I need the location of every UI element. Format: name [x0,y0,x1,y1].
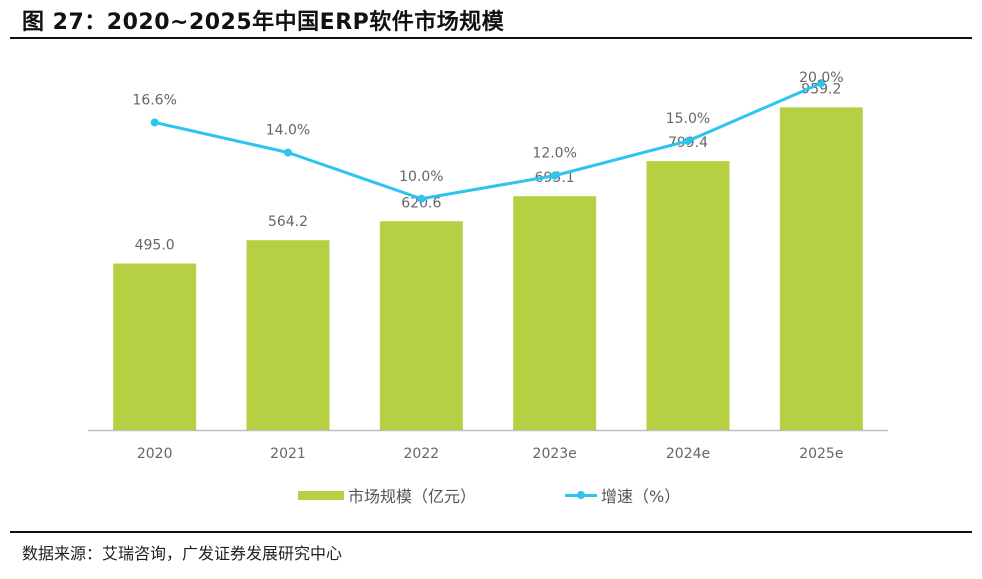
growth-point-2024e [684,136,692,145]
bar-series [113,107,863,431]
growth-value-label: 14.0% [266,123,310,139]
growth-line [154,81,822,201]
growth-value-label: 10.0% [399,169,443,185]
x-tick-label: 2024e [666,446,710,462]
source-note: 数据来源：艾瑞咨询，广发证券发展研究中心 [22,544,343,563]
bar-value-label: 495.0 [135,238,175,254]
x-tick-labels: 2020 2021 2022 2023e 2024e 2025e [137,446,844,462]
legend-line-label: 增速（%） [601,487,681,506]
title-divider [10,37,972,39]
legend-line-swatch [565,489,597,501]
legend-item-growth-rate: 增速（%） [565,483,680,507]
footer-divider [10,531,972,533]
chart-title: 图 27：2020~2025年中国ERP软件市场规模 [22,10,505,35]
growth-value-label: 12.0% [532,146,576,162]
growth-point-2022 [417,194,426,203]
legend-item-market-size: 市场规模（亿元） [298,483,476,507]
bar-value-label: 620.6 [401,195,441,211]
bar-2020 [113,263,197,430]
growth-point-2020 [150,118,159,127]
bar-2022 [379,221,463,430]
bar-2025e [779,107,863,431]
growth-value-labels: 16.6% 14.0% 10.0% 12.0% 15.0% 20.0% [132,70,843,185]
growth-points [150,79,826,203]
legend-bar-label: 市场规模（亿元） [348,487,477,506]
growth-value-label: 20.0% [799,70,843,86]
bar-value-label: 564.2 [268,214,308,230]
bar-2021 [246,240,330,430]
x-tick-label: 2023e [533,446,577,462]
bar-value-label: 959.2 [801,81,841,97]
x-tick-label: 2021 [270,446,306,462]
growth-point-2025e [817,79,826,88]
x-tick-label: 2022 [404,446,440,462]
growth-value-label: 15.0% [666,111,710,127]
bar-2024e [646,161,730,431]
x-tick-label: 2025e [799,446,843,462]
growth-value-label: 16.6% [132,92,176,108]
x-tick-label: 2020 [137,446,173,462]
legend-bar-swatch [298,490,344,500]
growth-point-2021 [284,148,292,157]
bar-2023e [513,196,597,430]
growth-point-2023e [550,171,559,180]
